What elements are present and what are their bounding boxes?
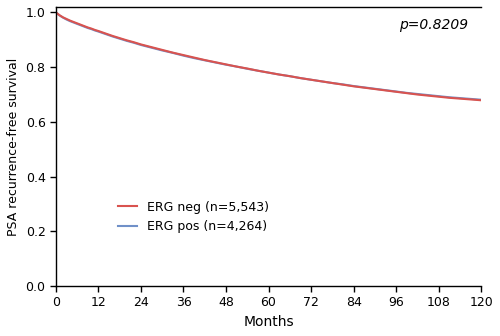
Line: ERG pos (n=4,264): ERG pos (n=4,264) xyxy=(56,12,481,100)
ERG neg (n=5,543) xyxy=(330,81,336,85)
ERG neg (n=5,543) xyxy=(468,97,473,101)
ERG neg (n=5,543) xyxy=(478,98,484,102)
ERG pos (n=4,264) xyxy=(468,97,473,101)
Text: p=0.8209: p=0.8209 xyxy=(400,18,468,32)
ERG neg (n=5,543) xyxy=(92,28,98,32)
X-axis label: Months: Months xyxy=(243,315,294,329)
ERG pos (n=4,264) xyxy=(298,76,304,80)
ERG neg (n=5,543) xyxy=(116,36,122,40)
ERG pos (n=4,264) xyxy=(53,10,59,14)
ERG neg (n=5,543) xyxy=(53,10,59,14)
ERG neg (n=5,543) xyxy=(298,76,304,80)
ERG neg (n=5,543) xyxy=(124,38,130,42)
ERG pos (n=4,264) xyxy=(330,81,336,85)
Line: ERG neg (n=5,543): ERG neg (n=5,543) xyxy=(56,12,481,100)
ERG pos (n=4,264) xyxy=(92,29,98,33)
ERG pos (n=4,264) xyxy=(124,39,130,43)
Y-axis label: PSA recurrence-free survival: PSA recurrence-free survival xyxy=(7,57,20,236)
ERG pos (n=4,264) xyxy=(116,37,122,41)
Legend: ERG neg (n=5,543), ERG pos (n=4,264): ERG neg (n=5,543), ERG pos (n=4,264) xyxy=(113,196,274,238)
ERG pos (n=4,264) xyxy=(478,98,484,102)
